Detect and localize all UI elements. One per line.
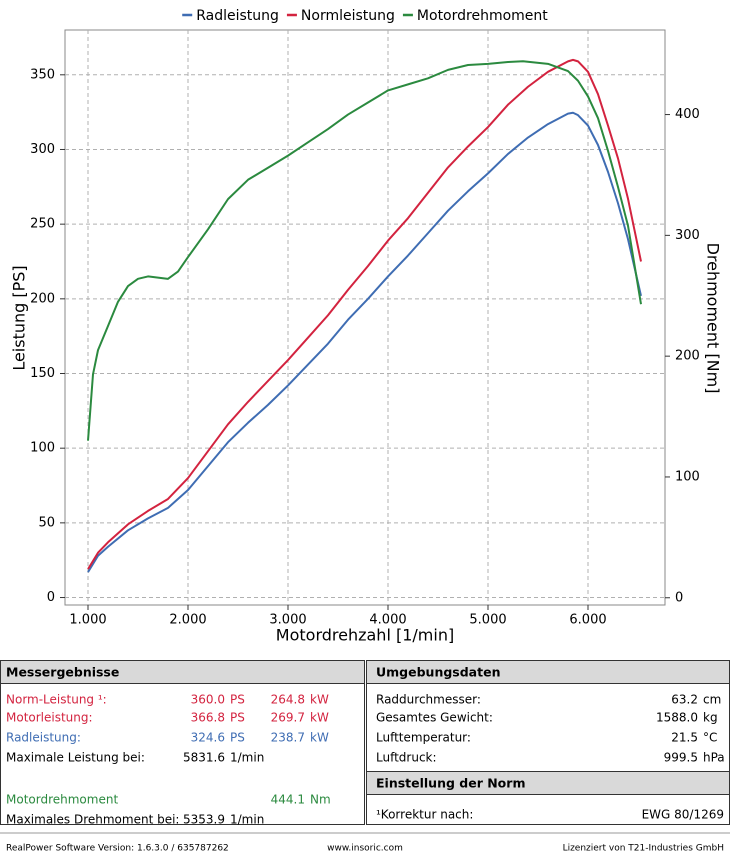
plot-frame [64, 29, 666, 606]
y2-tick-label: 100 [675, 469, 700, 484]
result-value: 324.6 [191, 731, 225, 745]
footer-center: www.insoric.com [327, 844, 403, 854]
env-label: Gesamtes Gewicht: [376, 711, 493, 725]
result-label: Norm-Leistung ¹: [6, 693, 107, 707]
series-line [87, 60, 642, 441]
norm-value: EWG 80/1269 [642, 808, 724, 822]
result-unit: PS [230, 693, 245, 707]
y-tick-label: 350 [30, 67, 55, 82]
legend-label: Motordrehmoment [417, 8, 548, 24]
env-label: Raddurchmesser: [376, 693, 481, 707]
y-tick-label: 0 [47, 590, 55, 605]
results-header [0, 660, 365, 684]
y-tick-label: 250 [30, 217, 55, 232]
result-label: Radleistung: [6, 731, 81, 745]
x-tick-label: 6.000 [569, 613, 606, 628]
result-unit: PS [230, 731, 245, 745]
x-tick-label: 4.000 [369, 613, 406, 628]
x-tick-label: 3.000 [269, 613, 306, 628]
result-label: Maximales Drehmoment bei: [6, 813, 179, 827]
y-tick-label: 150 [30, 366, 55, 381]
footer-right: Lizenziert von T21-Industries GmbH [563, 844, 724, 854]
y2-tick-label: 0 [675, 590, 683, 605]
result-unit: kW [310, 693, 329, 707]
y2-tick-label: 400 [675, 107, 700, 122]
result-value: 238.7 [271, 731, 305, 745]
env-label: Lufttemperatur: [376, 731, 471, 745]
y2-tick-label: 300 [675, 228, 700, 243]
env-unit: hPa [703, 751, 725, 765]
legend-label: Radleistung [196, 8, 279, 24]
series-line [87, 111, 642, 573]
result-unit: kW [310, 731, 329, 745]
legend-label: Normleistung [301, 8, 395, 24]
result-unit: 1/min [230, 813, 264, 827]
env-value: 999.5 [664, 751, 698, 765]
x-tick-label: 1.000 [69, 613, 106, 628]
result-unit: PS [230, 711, 245, 725]
footer-left: RealPower Software Version: 1.6.3.0 / 63… [6, 844, 229, 854]
result-value: 5353.9 [183, 813, 225, 827]
result-unit: Nm [310, 793, 331, 807]
x-tick-label: 2.000 [169, 613, 206, 628]
x-tick-label: 5.000 [469, 613, 506, 628]
y-tick-label: 100 [30, 441, 55, 456]
env-unit: kg [703, 711, 718, 725]
x-axis-title: Motordrehzahl [1/min] [276, 626, 454, 645]
result-unit: kW [310, 711, 329, 725]
result-value: 360.0 [191, 693, 225, 707]
env-value: 1588.0 [656, 711, 698, 725]
env-label: Luftdruck: [376, 751, 437, 765]
y-axis-title: Leistung [PS] [10, 265, 29, 370]
y-tick-label: 300 [30, 142, 55, 157]
series-line [87, 58, 642, 570]
y2-axis-title: Drehmoment [Nm] [704, 243, 723, 394]
env-value: 63.2 [671, 693, 698, 707]
environment-title: Umgebungsdaten [376, 665, 500, 680]
y-tick-label: 50 [38, 515, 55, 530]
y2-tick-label: 200 [675, 349, 700, 364]
result-unit: 1/min [230, 751, 264, 765]
result-label: Motorleistung: [6, 711, 93, 725]
env-value: 21.5 [671, 731, 698, 745]
result-label: Maximale Leistung bei: [6, 751, 145, 765]
y-tick-label: 200 [30, 291, 55, 306]
result-value: 5831.6 [183, 751, 225, 765]
env-unit: cm [703, 693, 721, 707]
result-label: Motordrehmoment [6, 793, 118, 807]
result-value: 264.8 [271, 693, 305, 707]
result-value: 444.1 [271, 793, 305, 807]
results-title: Messergebnisse [6, 665, 119, 680]
result-value: 366.8 [191, 711, 225, 725]
env-unit: °C [703, 731, 717, 745]
norm-title: Einstellung der Norm [376, 776, 525, 791]
result-value: 269.7 [271, 711, 305, 725]
norm-label: ¹Korrektur nach: [376, 808, 473, 822]
